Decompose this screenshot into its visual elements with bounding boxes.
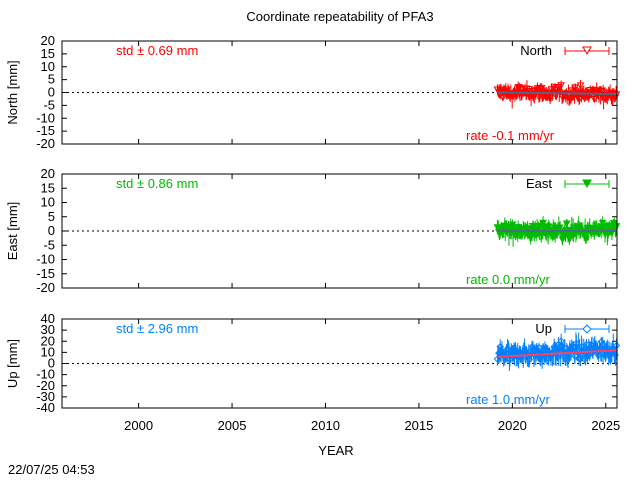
y-tick-label: 10	[41, 59, 55, 74]
x-tick-label: 2020	[498, 418, 527, 433]
data-point	[550, 84, 559, 92]
y-tick-label: 40	[41, 311, 55, 326]
y-tick-label: 15	[41, 46, 55, 61]
y-tick-label: -10	[36, 110, 55, 125]
y-tick-label: -15	[36, 266, 55, 281]
y-tick-label: -10	[36, 252, 55, 267]
y-tick-label: 10	[41, 344, 55, 359]
trend-line	[497, 349, 618, 358]
x-axis-label: YEAR	[318, 443, 353, 458]
y-tick-label: 30	[41, 322, 55, 337]
trend-line	[497, 91, 618, 96]
data-points-north	[493, 80, 621, 110]
y-tick-label: 0	[48, 223, 55, 238]
y-tick-label: 20	[41, 166, 55, 181]
std-annotation: std ± 0.86 mm	[116, 176, 198, 191]
legend-marker	[582, 179, 592, 189]
data-point	[557, 82, 565, 90]
x-tick-label: 2015	[404, 418, 433, 433]
std-annotation: std ± 2.96 mm	[116, 321, 198, 336]
data-point	[537, 84, 546, 92]
y-tick-label: -20	[36, 280, 55, 295]
y-tick-label: -20	[36, 136, 55, 151]
data-point	[544, 223, 553, 231]
y-tick-label: 15	[41, 180, 55, 195]
chart-title: Coordinate repeatability of PFA3	[246, 9, 433, 24]
data-point	[554, 84, 563, 92]
panel-frame	[61, 40, 618, 145]
y-tick-label: -10	[36, 367, 55, 382]
rate-annotation: rate 1.0 mm/yr	[466, 392, 550, 407]
rate-annotation: rate 0.0 mm/yr	[466, 272, 550, 287]
y-tick-label: 0	[48, 356, 55, 371]
legend-label: Up	[535, 321, 552, 336]
y-tick-label: 5	[48, 72, 55, 87]
panel-frame	[61, 318, 618, 409]
panel-frame	[61, 173, 618, 289]
rate-annotation: rate -0.1 mm/yr	[466, 128, 555, 143]
legend-label: North	[520, 43, 552, 58]
y-tick-label: 20	[41, 33, 55, 48]
legend-marker	[582, 46, 592, 56]
data-point	[576, 82, 585, 90]
x-tick-label: 2000	[124, 418, 153, 433]
legend-label: East	[526, 176, 552, 191]
y-axis-label: East [mm]	[5, 202, 20, 261]
y-tick-label: -30	[36, 389, 55, 404]
x-tick-label: 2005	[218, 418, 247, 433]
legend-marker	[582, 324, 592, 334]
y-tick-label: 5	[48, 209, 55, 224]
y-axis-label: Up [mm]	[5, 339, 20, 388]
footer-timestamp: 22/07/25 04:53	[8, 462, 95, 477]
x-tick-label: 2025	[591, 418, 620, 433]
data-point	[525, 86, 534, 94]
y-tick-label: -20	[36, 378, 55, 393]
y-tick-label: 10	[41, 195, 55, 210]
y-tick-label: -5	[43, 97, 55, 112]
y-tick-label: 0	[48, 85, 55, 100]
data-point	[597, 338, 606, 346]
y-tick-label: -40	[36, 400, 55, 415]
y-axis-label: North [mm]	[5, 60, 20, 124]
y-tick-label: 20	[41, 333, 55, 348]
y-tick-label: -5	[43, 237, 55, 252]
std-annotation: std ± 0.69 mm	[116, 43, 198, 58]
y-tick-label: -15	[36, 123, 55, 138]
x-tick-label: 2010	[311, 418, 340, 433]
